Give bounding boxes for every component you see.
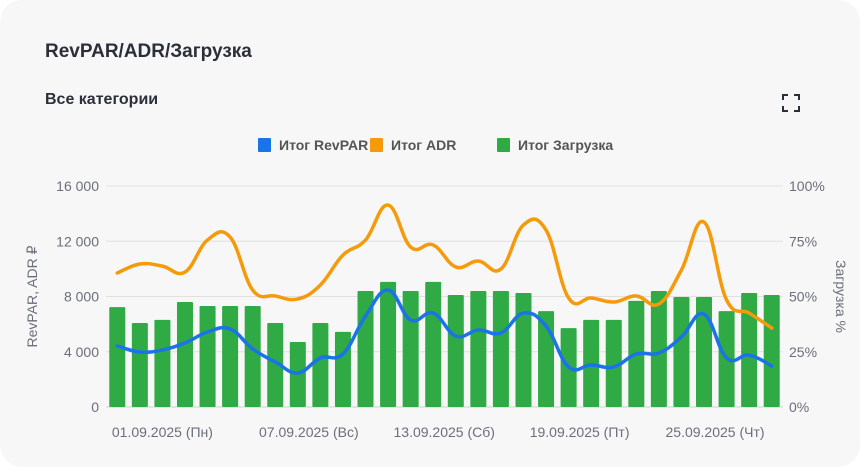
category-subtitle: Все категории [45,91,159,108]
occupancy-bar [696,296,713,407]
occupancy-bar [650,290,667,407]
occupancy-bar [673,296,690,407]
y-right-tick: 100% [789,178,825,194]
legend-swatch [258,138,271,152]
y-right-tick: 50% [789,289,817,305]
occupancy-bar [380,281,397,407]
occupancy-bar [402,290,419,407]
y-left-tick: 12 000 [56,233,99,249]
revpar-line [115,288,774,375]
y-right-label: Загрузка % [833,260,849,333]
occupancy-bar [492,290,509,407]
legend-item[interactable]: Итог ADR [391,137,456,153]
y-left-tick: 4 000 [64,344,99,360]
occupancy-bar [222,306,239,407]
occupancy-bar [470,290,487,407]
occupancy-bar [425,281,442,407]
occupancy-bar [763,294,780,407]
occupancy-bar [244,306,261,407]
x-tick-label: 25.09.2025 (Чт) [666,424,765,440]
occupancy-bar [199,306,216,407]
occupancy-bar [334,331,351,407]
y-left-tick: 0 [91,399,99,415]
x-tick-label: 01.09.2025 (Пн) [112,424,213,440]
y-right-tick: 0% [789,399,809,415]
occupancy-bar [447,294,464,407]
occupancy-bar [176,302,193,407]
fullscreen-icon[interactable] [782,94,800,112]
occupancy-bar [515,292,532,407]
adr-line [115,203,774,330]
card-title: RevPAR/ADR/Загрузка [45,41,252,62]
legend-item[interactable]: Итог Загрузка [518,137,613,153]
occupancy-bar [109,307,126,407]
y-left-label: RevPAR, ADR ₽ [24,245,40,347]
y-left-tick: 8 000 [64,289,99,305]
y-left-tick: 16 000 [56,178,99,194]
legend-swatch [497,138,510,152]
x-tick-label: 19.09.2025 (Пт) [530,424,630,440]
y-right-tick: 25% [789,344,817,360]
occupancy-bar [741,292,758,407]
occupancy-bar [605,319,622,407]
legend-item[interactable]: Итог RevPAR [279,137,368,153]
x-tick-label: 13.09.2025 (Сб) [394,424,495,440]
occupancy-bar [312,323,329,407]
occupancy-bar [267,323,284,407]
occupancy-bar [154,319,171,407]
legend-swatch [370,138,383,152]
occupancy-bar [131,323,148,407]
y-right-tick: 75% [789,233,817,249]
x-tick-label: 07.09.2025 (Вс) [259,424,359,440]
